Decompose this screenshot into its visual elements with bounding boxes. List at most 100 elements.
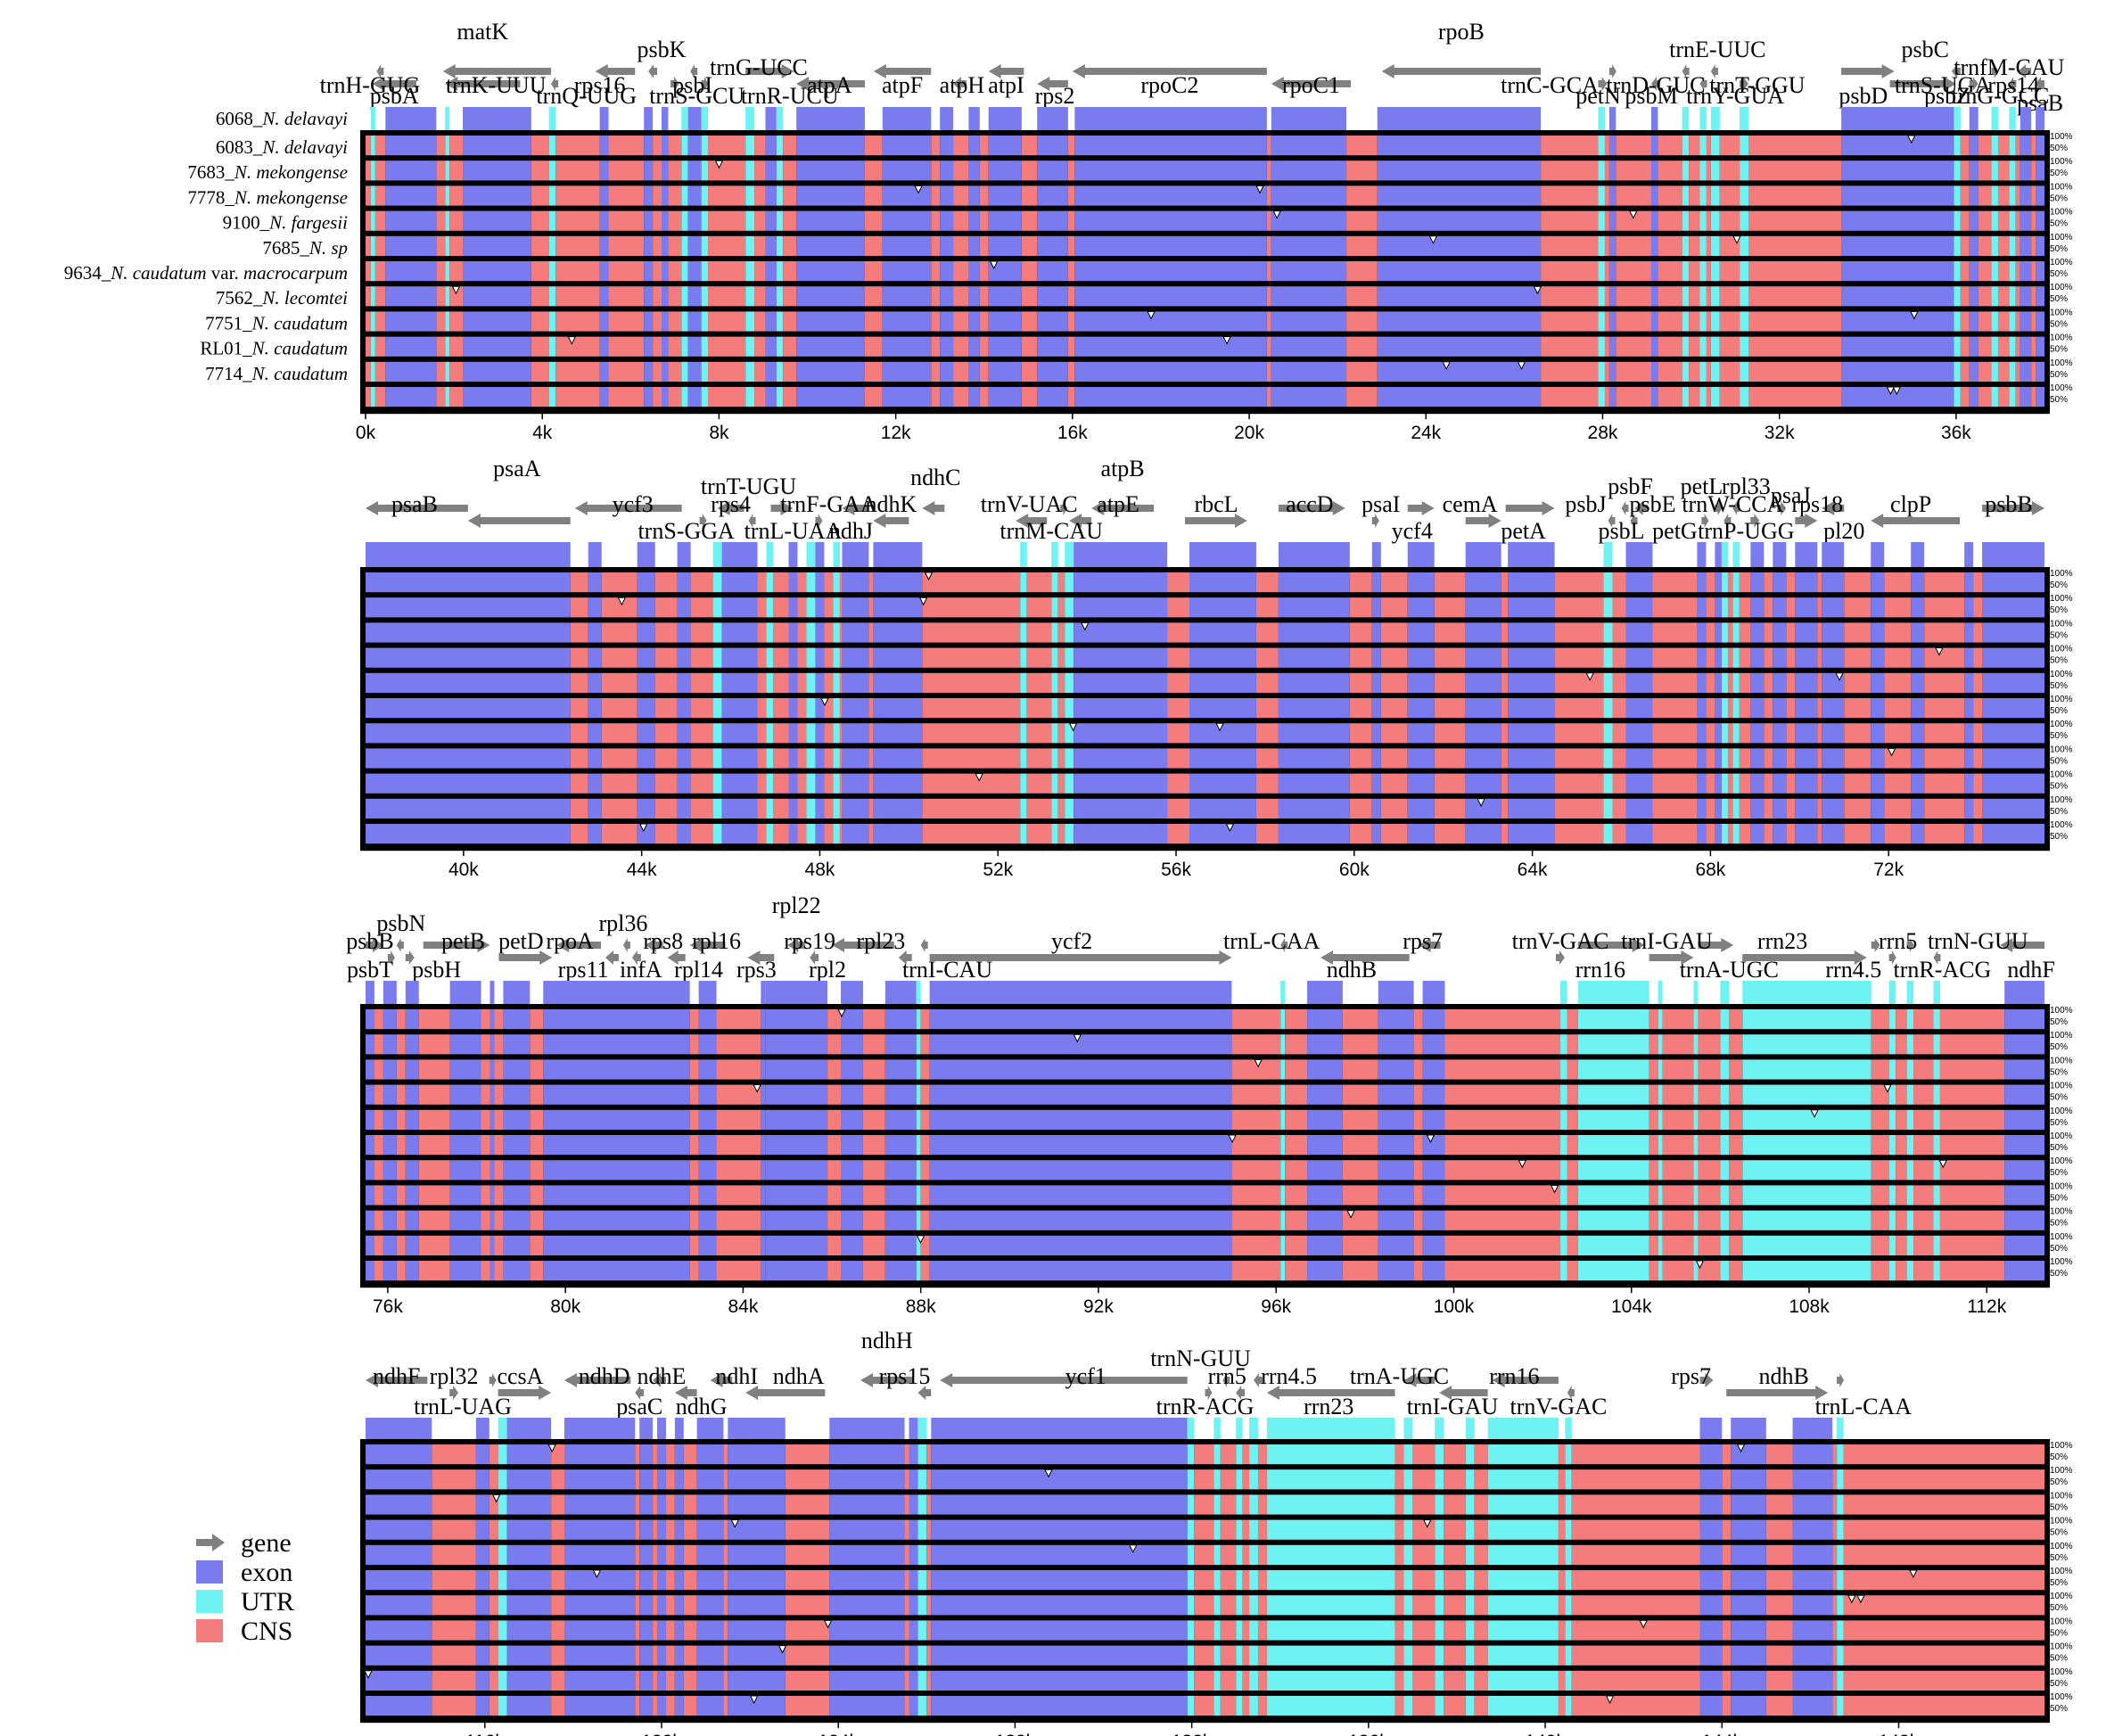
row9-exon-35 xyxy=(1371,773,1381,794)
row6-cns-30 xyxy=(1167,698,1190,719)
row11-cns-3 xyxy=(396,1261,406,1281)
row3-utr-46 xyxy=(1888,1059,1896,1080)
gene-arrow-atpE xyxy=(1069,514,1092,528)
track-exon-9 xyxy=(639,1418,654,1443)
row11-exon-49 xyxy=(1715,824,1722,844)
row5-cns-49 xyxy=(1913,1109,1934,1130)
row3-cns-39 xyxy=(1266,185,1271,206)
row7-exon-28 xyxy=(882,286,932,307)
row11-cns-44 xyxy=(1571,1696,1700,1716)
gene-arrow-rpl2 xyxy=(832,938,894,952)
row6-exon-12 xyxy=(543,1135,690,1156)
gene-label-trnR-ACG: trnR-ACG xyxy=(1894,957,1992,983)
row9-exon-42 xyxy=(1377,336,1542,357)
row6-cns-10 xyxy=(555,261,600,282)
row6-cns-21 xyxy=(868,698,874,719)
row1-cns-29 xyxy=(931,136,941,156)
row5-utr-21 xyxy=(745,235,755,256)
row2-utr-52 xyxy=(1699,160,1707,181)
track-exon-11 xyxy=(657,1418,666,1443)
row4-exon-34 xyxy=(988,210,1022,231)
track-exon-66 xyxy=(1964,542,1974,567)
row11-cns-3 xyxy=(489,1696,498,1716)
row11-cns-27 xyxy=(1057,824,1065,844)
row6-cns-49 xyxy=(1658,261,1682,282)
row3-utr-26 xyxy=(1051,622,1058,643)
row5-cns-7 xyxy=(690,672,713,693)
pct-50-label: 50% xyxy=(2050,1502,2068,1512)
row2-cns-32 xyxy=(1255,597,1279,618)
row2-cns-3 xyxy=(489,1469,498,1490)
row3-cns-1 xyxy=(570,622,588,643)
row9-cns-55 xyxy=(1764,773,1773,794)
gene-label-rps7: rps7 xyxy=(1403,928,1443,954)
row1-exon-8 xyxy=(489,1009,495,1030)
row4-utr-48 xyxy=(1906,1084,1914,1105)
row8-exon-6 xyxy=(449,1185,481,1205)
row8-cns-23 xyxy=(926,1620,932,1641)
row5-utr-50 xyxy=(1933,1109,1940,1130)
row9-exon-11 xyxy=(599,336,609,357)
row1-utr-44 xyxy=(1598,136,1605,156)
row1-cns-32 xyxy=(1255,572,1279,593)
row5-cns-39 xyxy=(1662,1109,1694,1130)
row7-cns-50 xyxy=(1832,1595,1838,1616)
row5-exon-54 xyxy=(1750,672,1765,693)
row5-cns-23 xyxy=(920,1109,930,1130)
row11-exon-12 xyxy=(543,1261,690,1281)
row8-exon-69 xyxy=(2036,311,2044,332)
row2-exon-0 xyxy=(366,1034,374,1055)
row6-exon-33 xyxy=(1278,698,1350,719)
row11-exon-46 xyxy=(1608,387,1617,407)
row1-utr-4 xyxy=(498,1444,507,1465)
track-exon-7 xyxy=(463,107,531,132)
row10-exon-11 xyxy=(599,361,609,382)
row6-exon-64 xyxy=(1911,698,1925,719)
row1-cns-15 xyxy=(716,1009,761,1030)
row8-cns-27 xyxy=(1285,1185,1308,1205)
row8-exon-29 xyxy=(1074,748,1168,769)
row3-exon-6 xyxy=(449,1059,481,1080)
row10-exon-19 xyxy=(829,1670,905,1691)
row7-cns-51 xyxy=(1689,286,1700,307)
track-exon-34 xyxy=(988,107,1022,132)
track-exon-6 xyxy=(677,542,691,567)
row9-cns-18 xyxy=(785,1645,830,1666)
row5-cns-37 xyxy=(1649,1109,1658,1130)
row8-cns-1 xyxy=(374,1185,383,1205)
row8-cns-45 xyxy=(1871,1185,1889,1205)
row11-exon-60 xyxy=(1822,824,1845,844)
row10-utr-26 xyxy=(1051,798,1058,819)
row1-exon-67 xyxy=(2020,136,2032,156)
row6-cns-51 xyxy=(1689,261,1700,282)
row9-exon-38 xyxy=(1074,336,1267,357)
row10-cns-39 xyxy=(1266,361,1271,382)
pct-100-label: 100% xyxy=(2050,383,2073,393)
row6-utr-48 xyxy=(1906,1135,1914,1156)
track-utr-25 xyxy=(1187,1418,1195,1443)
row6-exon-68 xyxy=(1982,698,2044,719)
row8-cns-49 xyxy=(1913,1185,1934,1205)
row2-cns-34 xyxy=(1349,597,1372,618)
row8-exon-56 xyxy=(1773,748,1787,769)
row5-cns-38 xyxy=(1434,672,1466,693)
row5-cns-4 xyxy=(436,235,446,256)
row6-exon-60 xyxy=(1822,698,1845,719)
row5-exon-47 xyxy=(1731,1544,1766,1565)
row3-cns-13 xyxy=(689,1059,699,1080)
gene-label-rpoB: rpoB xyxy=(1438,19,1485,45)
row4-cns-25 xyxy=(1231,1084,1281,1105)
row1-cns-17 xyxy=(824,572,834,593)
row11-utr-24 xyxy=(776,387,784,407)
row11-cns-53 xyxy=(1706,387,1711,407)
row9-utr-42 xyxy=(1720,1210,1730,1230)
row1-cns-12 xyxy=(665,1444,675,1465)
row4-exon-17 xyxy=(728,1519,786,1540)
row8-cns-28 xyxy=(1220,1620,1237,1641)
row5-utr-37 xyxy=(1435,1544,1444,1565)
row1-exon-13 xyxy=(674,1444,684,1465)
row4-exon-52 xyxy=(2004,1084,2044,1105)
row8-exon-41 xyxy=(1508,748,1555,769)
row1-exon-45 xyxy=(1625,572,1653,593)
